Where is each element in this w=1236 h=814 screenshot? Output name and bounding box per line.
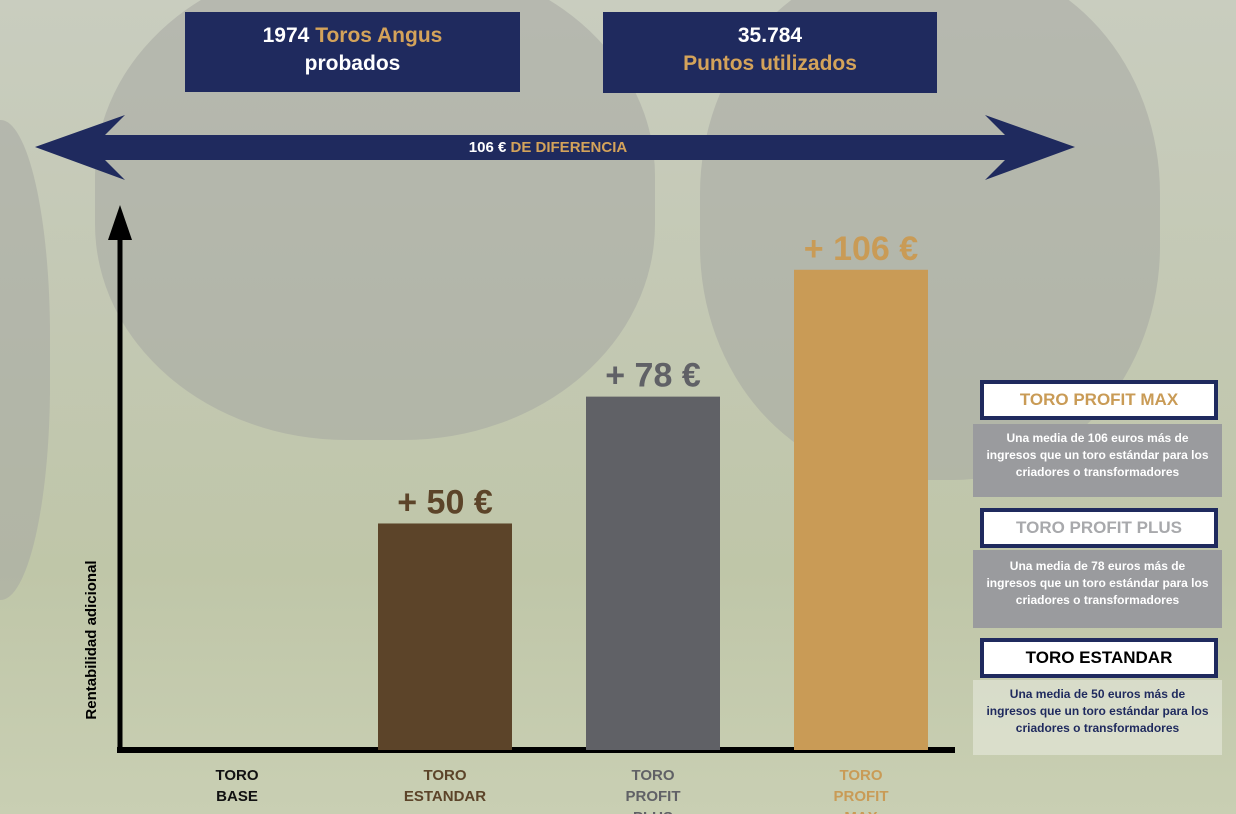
bar xyxy=(378,523,512,750)
legend-text: Una media de 78 euros más de ingresos qu… xyxy=(973,550,1222,628)
legend-title: TORO ESTANDAR xyxy=(980,638,1218,678)
value-label: + 78 € xyxy=(605,357,701,395)
arrow-amount: 106 € xyxy=(469,139,507,156)
y-axis-arrowhead xyxy=(108,205,132,240)
x-tick-label: TORO PROFIT MAX xyxy=(791,765,931,814)
y-axis-label: Rentabilidad adicional xyxy=(83,560,100,719)
x-tick-label: TORO PROFIT PLUS xyxy=(583,765,723,814)
infographic: 1974 Toros Angus probados 35.784 Puntos … xyxy=(0,0,1236,814)
legend-text: Una media de 50 euros más de ingresos qu… xyxy=(973,680,1222,755)
arrow-label: 106 € DE DIFERENCIA xyxy=(469,139,628,156)
x-tick-label: TORO ESTANDAR xyxy=(375,765,515,807)
legend-text: Una media de 106 euros más de ingresos q… xyxy=(973,424,1222,497)
legend-title: TORO PROFIT MAX xyxy=(980,380,1218,420)
x-tick-label: TORO BASE xyxy=(167,765,307,807)
bar xyxy=(794,270,928,750)
arrow-text: DE DIFERENCIA xyxy=(511,139,628,156)
legend-title: TORO PROFIT PLUS xyxy=(980,508,1218,548)
value-label: + 50 € xyxy=(397,483,493,521)
value-label: + 106 € xyxy=(804,230,918,268)
bar xyxy=(586,397,720,750)
